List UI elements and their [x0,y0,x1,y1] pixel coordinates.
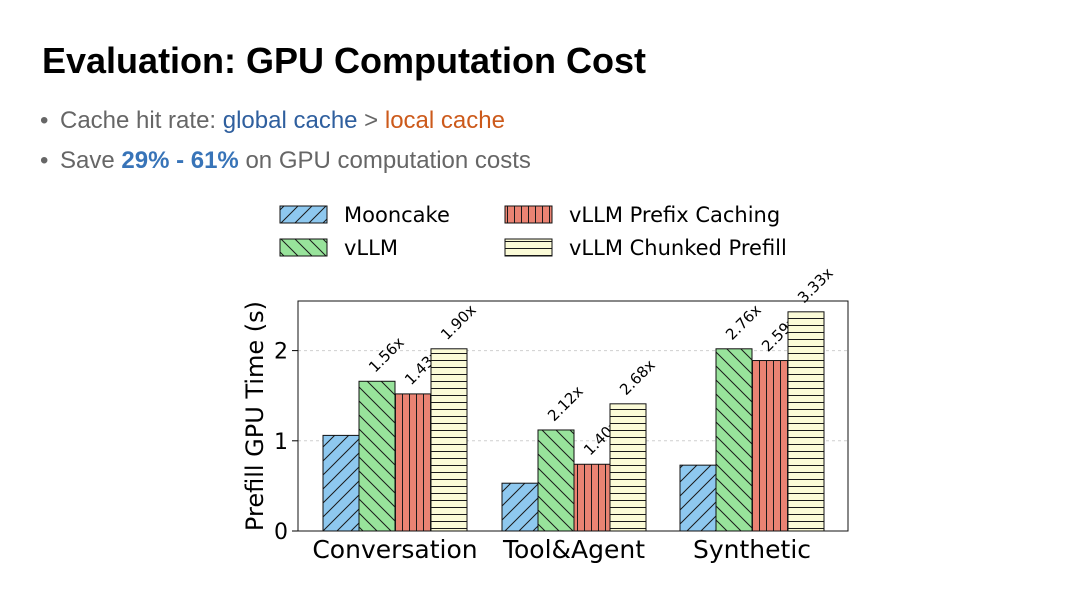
bullet-list: • Cache hit rate: global cache > local ca… [40,101,531,181]
bar-vllm-prefix-caching-conversation-outline [394,393,432,532]
savings-suffix: on GPU computation costs [238,147,531,174]
x-category-label: Synthetic [693,535,811,564]
y-tick-label: 1 [274,430,288,455]
bar-vllm-chunked-prefill-synthetic-outline [787,311,825,532]
bullet-marker: • [40,147,49,174]
chart-legend: Mooncake vLLM Prefix Caching vLLM vLLM Chun… [279,203,787,260]
legend-vllm-chunked-prefill-label: vLLM Chunked Prefill [569,236,787,260]
bar-vllm-prefix-caching-synthetic-outline [751,360,789,532]
y-axis-label: Prefill GPU Time (s) [241,301,269,531]
y-tick-label: 2 [274,340,288,365]
page-title: Evaluation: GPU Computation Cost [42,40,647,81]
x-category-label: Tool&Agent [502,535,645,564]
bar-vllm-synthetic-outline [715,348,753,532]
local-cache-text: local cache [384,107,505,134]
legend-mooncake-label: Mooncake [344,203,450,227]
bar-vllm-chunked-prefill-tool-agent-outline [609,403,647,532]
legend-vllm-chunked-prefill-swatch-outline [504,238,553,257]
savings-prefix: Save [60,147,122,174]
bar-mooncake-tool-agent-outline [501,482,539,532]
plot-frame [297,300,849,532]
bar-ratio-label: 3.33x [794,264,837,307]
bullet-marker: • [40,107,49,134]
global-cache-text: global cache [222,107,358,134]
legend-mooncake-swatch-outline [279,205,328,224]
y-tick-label: 0 [274,520,288,545]
bullet-cache-prefix: Cache hit rate: [60,107,223,134]
legend-vllm-prefix-caching-label: vLLM Prefix Caching [569,203,780,227]
legend-vllm-swatch-outline [279,238,328,257]
bar-vllm-tool-agent-outline [537,429,575,532]
bar-vllm-prefix-caching-tool-agent-outline [573,463,611,532]
bar-mooncake-conversation-outline [322,434,360,532]
x-category-label: Conversation [312,535,477,564]
greater-than-text: > [357,107,385,134]
bar-vllm-chunked-prefill-conversation-outline [430,348,468,532]
bar-vllm-conversation-outline [358,380,396,532]
legend-vllm-prefix-caching-swatch-outline [504,205,553,224]
bullet-savings: • Save 29% - 61% on GPU computation costs [40,141,531,181]
bar-mooncake-synthetic-outline [679,464,717,532]
bullet-cache-hit-rate: • Cache hit rate: global cache > local ca… [40,101,531,141]
savings-highlight: 29% - 61% [121,147,239,174]
legend-vllm-label: vLLM [344,236,398,260]
